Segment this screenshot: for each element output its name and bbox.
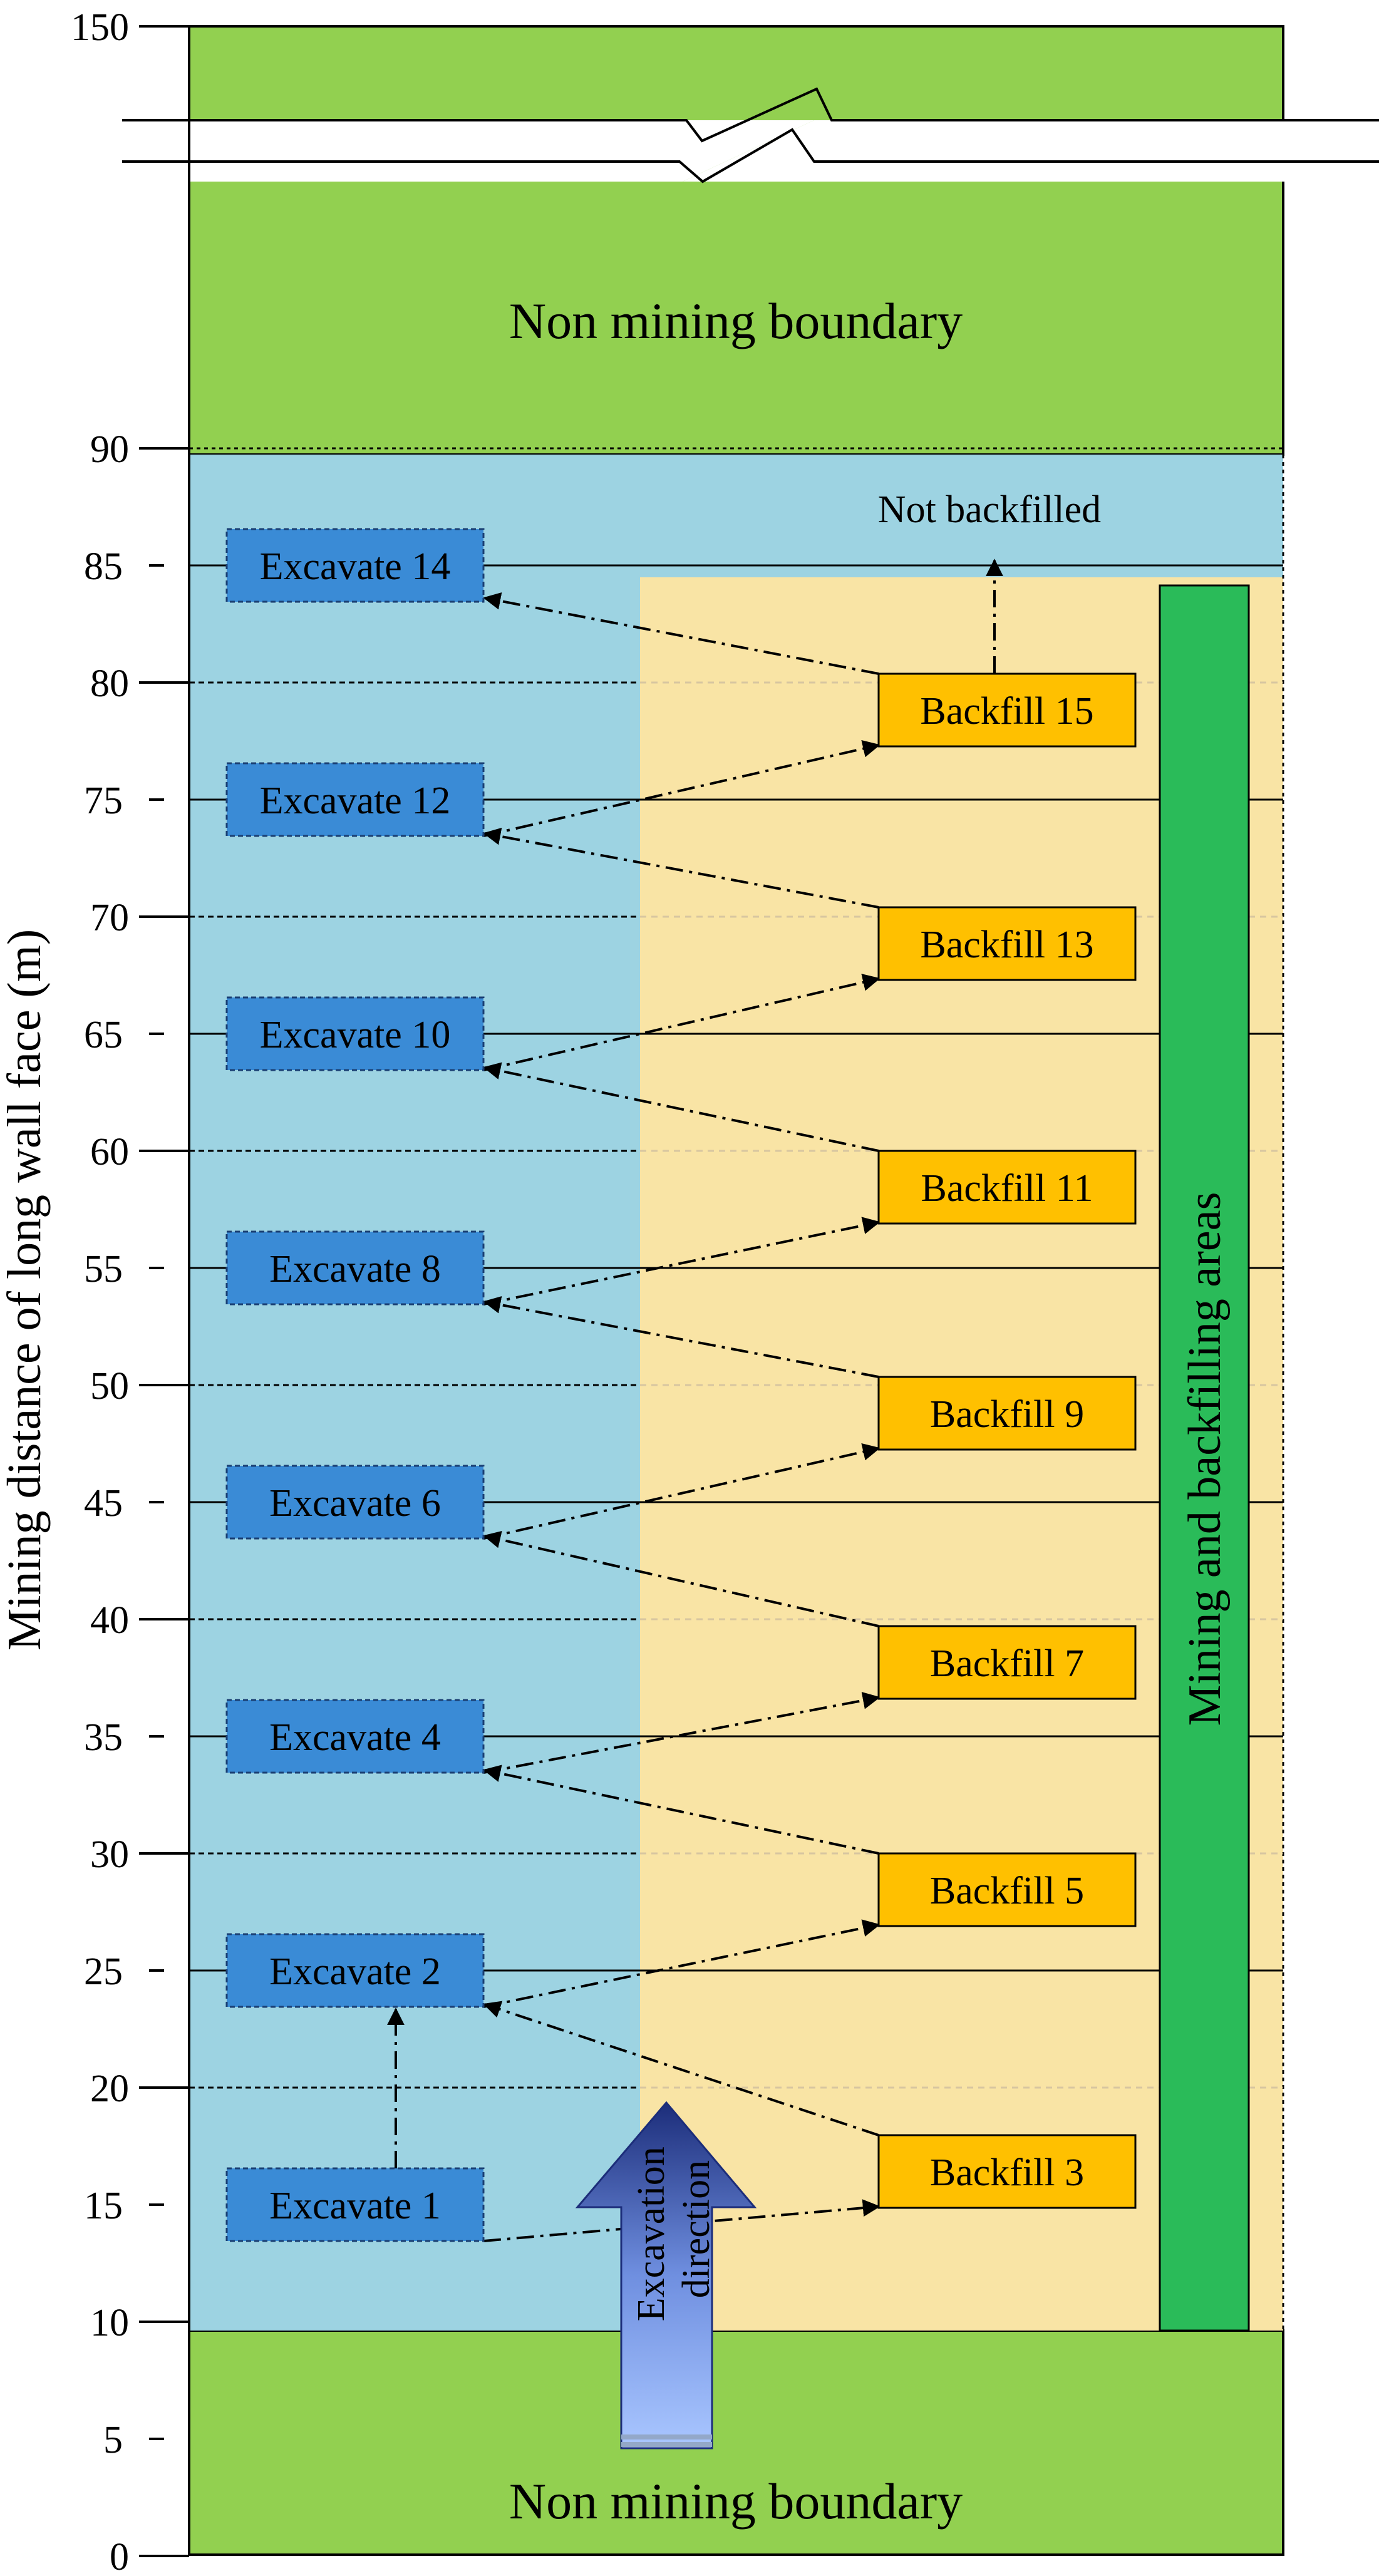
- y-axis-tick-label: 40: [90, 1599, 129, 1642]
- y-axis-tick-label: 25: [84, 1950, 123, 1993]
- excavate-box-label: Excavate 10: [260, 1014, 451, 1056]
- y-axis-tick-label: 30: [90, 1833, 129, 1876]
- y-axis-tick-label: 20: [90, 2068, 129, 2110]
- sequence-arrows: [387, 559, 1003, 2242]
- excavate-box: Excavate 10: [225, 996, 485, 1071]
- backfill-box-label: Backfill 15: [920, 690, 1093, 733]
- bottom-boundary-label: Non mining boundary: [509, 2473, 963, 2530]
- excavate-box-rect: [225, 2167, 485, 2242]
- excavate-box: Excavate 4: [225, 1699, 485, 1774]
- backfill-box-label: Backfill 7: [930, 1642, 1084, 1685]
- y-axis-tick-label: 65: [84, 1014, 123, 1056]
- excavate-box: Excavate 14: [225, 528, 485, 603]
- excavate-box-rect: [225, 996, 485, 1071]
- arrow-backfill-to-excavate: [483, 1296, 879, 1378]
- backfill-box-rect: [877, 1625, 1137, 1700]
- y-axis-tick-label: 45: [84, 1482, 123, 1525]
- excavate-box-label: Excavate 6: [269, 1482, 441, 1525]
- bottom-boundary-region: [188, 2329, 1284, 2556]
- arrow-backfill-to-excavate: [483, 827, 879, 909]
- excavate-box-rect: [225, 1699, 485, 1774]
- arrow-excavate-to-backfill: [483, 1217, 881, 1306]
- mining-backfilling-bar: [1159, 584, 1250, 2332]
- arrow-backfill-to-excavate: [483, 1062, 879, 1152]
- excavation-direction-label: Excavation direction: [630, 2137, 718, 2321]
- excavate-box: Excavate 8: [225, 1230, 485, 1306]
- backfill-box-label: Backfill 3: [930, 2151, 1084, 2194]
- excavate-box-label: Excavate 2: [269, 1950, 441, 1993]
- arrow-backfill-15-to-excavate-14: [483, 592, 879, 675]
- not-backfilled-label: Not backfilled: [878, 488, 1101, 531]
- arrow-backfill-to-excavate: [483, 2001, 879, 2136]
- y-axis-tick-label: 35: [84, 1716, 123, 1759]
- backfill-box-rect: [877, 1376, 1137, 1451]
- top-boundary-label: Non mining boundary: [509, 292, 963, 349]
- y-axis-tick-label: 5: [103, 2419, 123, 2461]
- backfill-box-label: Backfill 13: [920, 924, 1093, 966]
- backfill-box: Backfill 13: [877, 906, 1137, 981]
- y-axis-tick-label: 150: [71, 6, 129, 49]
- y-axis-tick-label: 10: [90, 2302, 129, 2344]
- y-axis: 0 5 10 15 20 25 30 35 40 45 50 55 60 65 70 75 80 85 90 150: [71, 6, 190, 2576]
- backfill-box-label: Backfill 9: [930, 1393, 1084, 1436]
- backfill-box-rect: [877, 1852, 1137, 1927]
- backfill-box-rect: [877, 672, 1137, 748]
- backfill-box: Backfill 3: [877, 2134, 1137, 2209]
- excavate-box: Excavate 2: [225, 1933, 485, 2008]
- arrow-backfill-to-excavate: [483, 1765, 879, 1855]
- y-axis-tick-label: 85: [84, 545, 123, 588]
- excavate-box-label: Excavate 14: [260, 545, 451, 588]
- axis-break-symbol: [122, 87, 1379, 183]
- backfill-box: Backfill 15: [877, 672, 1137, 748]
- y-axis-tick-label: 50: [90, 1365, 129, 1408]
- excavate-box-label: Excavate 8: [269, 1248, 441, 1291]
- backfill-box: Backfill 5: [877, 1852, 1137, 1927]
- top-boundary-region: [188, 25, 1284, 456]
- backfill-box: Backfill 7: [877, 1625, 1137, 1700]
- excavate-box-rect: [225, 1465, 485, 1540]
- y-axis-tick-label: 55: [84, 1248, 123, 1291]
- excavate-box-rect: [225, 1933, 485, 2008]
- arrow-excavate-to-backfill: [483, 974, 881, 1071]
- mining-area-label: Mining and backfilling areas: [1179, 1192, 1231, 1726]
- backfill-box: Backfill 9: [877, 1376, 1137, 1451]
- excavate-box: Excavate 1: [225, 2167, 485, 2242]
- y-axis-tick-label: 0: [110, 2536, 129, 2576]
- y-axis-tick-label: 75: [84, 780, 123, 822]
- arrow-excavate-to-backfill: [483, 1691, 881, 1774]
- arrow-excavate-to-backfill: [483, 1443, 881, 1540]
- backfill-box-label: Backfill 5: [930, 1870, 1084, 1912]
- step-boxes: Excavate 1 Excavate 2 Excavate 4 Excavate 6…: [225, 528, 1137, 2242]
- backfill-box-rect: [877, 906, 1137, 981]
- excavate-box-rect: [225, 1230, 485, 1306]
- excavate-box-label: Excavate 4: [269, 1716, 441, 1759]
- backfill-box-rect: [877, 2134, 1137, 2209]
- backfill-box-rect: [877, 1150, 1137, 1225]
- backfill-box-label: Backfill 11: [921, 1167, 1093, 1210]
- excavate-box: Excavate 12: [225, 762, 485, 837]
- excavation-direction-line2: direction: [675, 2160, 718, 2298]
- y-axis-tick-label: 70: [90, 897, 129, 939]
- excavation-direction-line1: Excavation: [630, 2146, 673, 2321]
- excavate-box-label: Excavate 12: [260, 780, 451, 822]
- excavate-box-label: Excavate 1: [269, 2185, 441, 2227]
- excavate-box: Excavate 6: [225, 1465, 485, 1540]
- y-axis-title: Mining distance of long wall face (m): [0, 929, 51, 1651]
- y-axis-tick-label: 90: [90, 428, 129, 471]
- y-axis-tick-label: 60: [90, 1131, 129, 1173]
- backfill-box: Backfill 11: [877, 1150, 1137, 1225]
- arrow-excavate-to-backfill: [483, 739, 881, 837]
- excavate-box-rect: [225, 762, 485, 837]
- excavation-direction-arrow: Excavation direction: [575, 2101, 757, 2450]
- excavate-box-rect: [225, 528, 485, 603]
- arrow-backfill-to-excavate: [483, 1530, 879, 1627]
- arrow-excavate-to-backfill: [483, 1919, 881, 2008]
- y-axis-tick-label: 80: [90, 662, 129, 705]
- y-axis-tick-label: 15: [84, 2185, 123, 2227]
